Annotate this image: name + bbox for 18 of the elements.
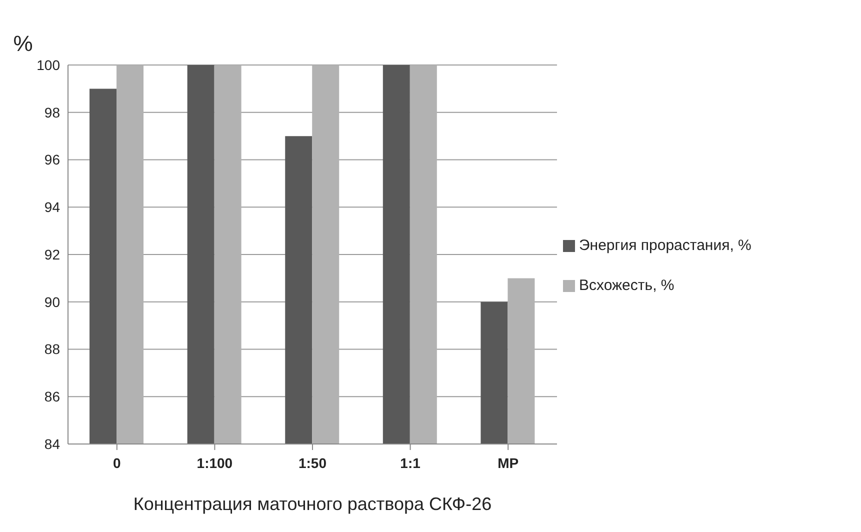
- x-axis-title: Концентрация маточного раствора СКФ-26: [133, 494, 492, 514]
- y-tick-label: 84: [44, 436, 60, 452]
- y-tick-label: 100: [36, 56, 60, 73]
- y-tick-label: 90: [44, 294, 60, 310]
- y-tick-label: 94: [44, 199, 60, 216]
- x-tick-label: МР: [498, 454, 519, 471]
- x-tick-label: 0: [113, 454, 121, 471]
- y-tick-label: 88: [44, 341, 60, 358]
- y-tick-label: 86: [44, 388, 60, 405]
- y-tick-label: 96: [44, 152, 60, 168]
- legend-label: Всхожесть, %: [579, 277, 674, 294]
- x-tick-label: 1:50: [298, 454, 327, 471]
- x-tick-label: 1:100: [196, 454, 233, 471]
- y-tick-label: 98: [44, 104, 60, 120]
- legend-label: Энергия прорастания, %: [579, 237, 752, 254]
- y-tick-label: 92: [44, 246, 60, 262]
- y-axis-title: %: [13, 31, 33, 56]
- x-tick-label: 1:1: [400, 454, 421, 471]
